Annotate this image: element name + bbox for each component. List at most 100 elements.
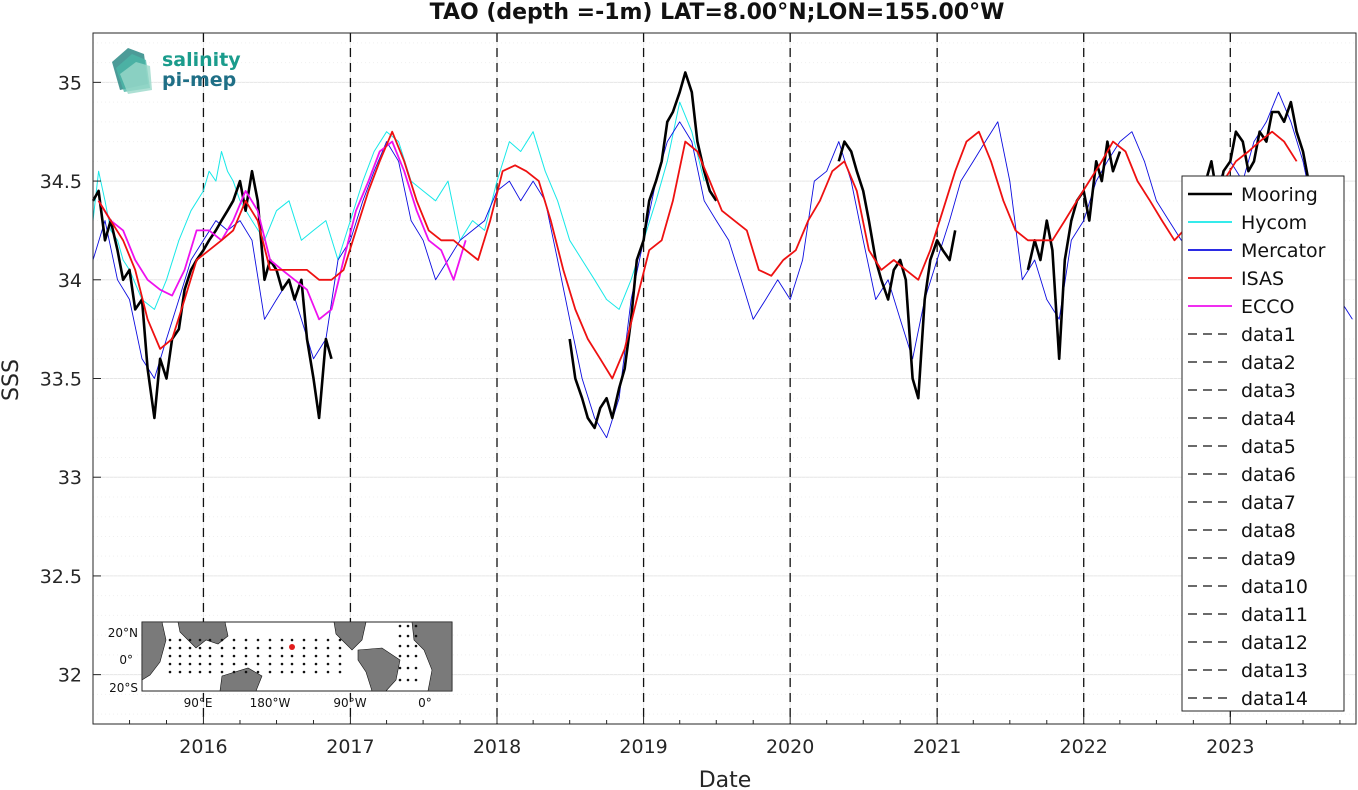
inset-buoy (198, 638, 202, 642)
inset-buoy (314, 654, 318, 658)
legend-label: data10 (1241, 576, 1308, 598)
x-axis-label: Date (699, 768, 752, 790)
legend-label: data13 (1241, 660, 1308, 682)
inset-land-africa (141, 621, 167, 681)
inset-buoy (406, 624, 410, 628)
inset-buoy (414, 678, 418, 682)
inset-buoy (398, 666, 402, 670)
inset-buoy (398, 654, 402, 658)
legend-item: data7 (1188, 492, 1296, 514)
legend-item: Mercator (1188, 240, 1326, 262)
legend-label: data12 (1241, 632, 1308, 654)
legend-label: data7 (1241, 492, 1296, 514)
grid (93, 33, 1356, 724)
x-tick-label: 2016 (179, 736, 227, 758)
legend-label: data14 (1241, 688, 1308, 710)
inset-buoy (178, 638, 182, 642)
legend-item: data10 (1188, 576, 1308, 598)
legend-label: ECCO (1241, 296, 1295, 318)
inset-buoy (256, 654, 260, 658)
inset-buoy (326, 646, 330, 650)
legend-item: data12 (1188, 632, 1308, 654)
legend-item: Mooring (1188, 184, 1318, 206)
inset-buoy (232, 654, 236, 658)
inset-buoy (208, 638, 212, 642)
inset-buoy (256, 646, 260, 650)
inset-buoy (268, 662, 272, 666)
inset-buoy (168, 646, 172, 650)
inset-lon-tick-90w: 90°W (333, 696, 366, 710)
inset-buoy (414, 624, 418, 628)
y-tick-label: 34.5 (40, 171, 82, 193)
inset-buoy (280, 646, 284, 650)
inset-buoy (414, 644, 418, 648)
inset-buoy (338, 646, 342, 650)
inset-buoy (314, 662, 318, 666)
inset-buoy (168, 662, 172, 666)
legend-label: Hycom (1241, 212, 1307, 234)
inset-buoy (314, 638, 318, 642)
inset-buoy (208, 662, 212, 666)
y-axis-label: SSS (0, 359, 24, 401)
inset-buoy (314, 646, 318, 650)
chart-title: TAO (depth =-1m) LAT=8.00°N;LON=155.00°W (430, 0, 1005, 25)
legend: Mooring Hycom Mercator ISAS ECCO data1 data2 da… (1181, 175, 1345, 712)
inset-buoy (338, 654, 342, 658)
legend-item: data4 (1188, 408, 1296, 430)
inset-buoy (198, 662, 202, 666)
inset-map: 20°N 0° 20°S 90°E 180°W 90°W 0° (108, 621, 453, 710)
y-tick-label: 32.5 (40, 566, 82, 588)
inset-buoy (244, 646, 248, 650)
inset-buoy (208, 646, 212, 650)
y-tick-label: 34 (58, 270, 82, 292)
inset-buoy (398, 644, 402, 648)
legend-label: data9 (1241, 548, 1296, 570)
inset-buoy (168, 654, 172, 658)
inset-buoy (290, 662, 294, 666)
inset-buoy (302, 670, 306, 674)
inset-buoy (188, 646, 192, 650)
series-layer (91, 71, 1353, 439)
inset-buoy (414, 634, 418, 638)
inset-buoy (338, 638, 342, 642)
inset-buoy (220, 670, 224, 674)
inset-buoy (314, 670, 318, 674)
inset-buoy (220, 662, 224, 666)
y-axis-ticks: 32 32.5 33 33.5 34 34.5 35 (40, 72, 101, 687)
inset-buoy (326, 670, 330, 674)
inset-land-asia (177, 621, 229, 649)
inset-buoy (268, 670, 272, 674)
inset-buoy (290, 638, 294, 642)
legend-item: data11 (1188, 604, 1308, 626)
legend-items: Mooring Hycom Mercator ISAS ECCO data1 data2 da… (1188, 184, 1326, 710)
inset-buoy (280, 662, 284, 666)
inset-buoy (178, 646, 182, 650)
inset-lon-tick-180w: 180°W (250, 696, 291, 710)
x-tick-label: 2021 (913, 736, 961, 758)
series-line-mercator (92, 91, 1353, 439)
inset-buoy (290, 670, 294, 674)
salinity-pi-mep-logo: salinity pi-mep (112, 48, 241, 94)
inset-land-africa-east (411, 621, 453, 692)
inset-buoy (326, 638, 330, 642)
x-tick-label: 2017 (326, 736, 374, 758)
inset-buoy (398, 624, 402, 628)
legend-label: data1 (1241, 324, 1296, 346)
legend-label: data3 (1241, 380, 1296, 402)
inset-buoy (302, 654, 306, 658)
inset-buoy (280, 670, 284, 674)
legend-label: Mooring (1241, 184, 1318, 206)
legend-item: data14 (1188, 688, 1308, 710)
inset-buoy (406, 654, 410, 658)
inset-buoy (338, 670, 342, 674)
inset-buoy (244, 654, 248, 658)
inset-buoy (406, 666, 410, 670)
inset-buoy (302, 662, 306, 666)
inset-buoy (244, 670, 248, 674)
inset-buoy (290, 654, 294, 658)
inset-buoy (220, 638, 224, 642)
inset-buoy (188, 662, 192, 666)
inset-buoy (326, 654, 330, 658)
inset-buoy (232, 662, 236, 666)
year-markers (202, 33, 1231, 724)
